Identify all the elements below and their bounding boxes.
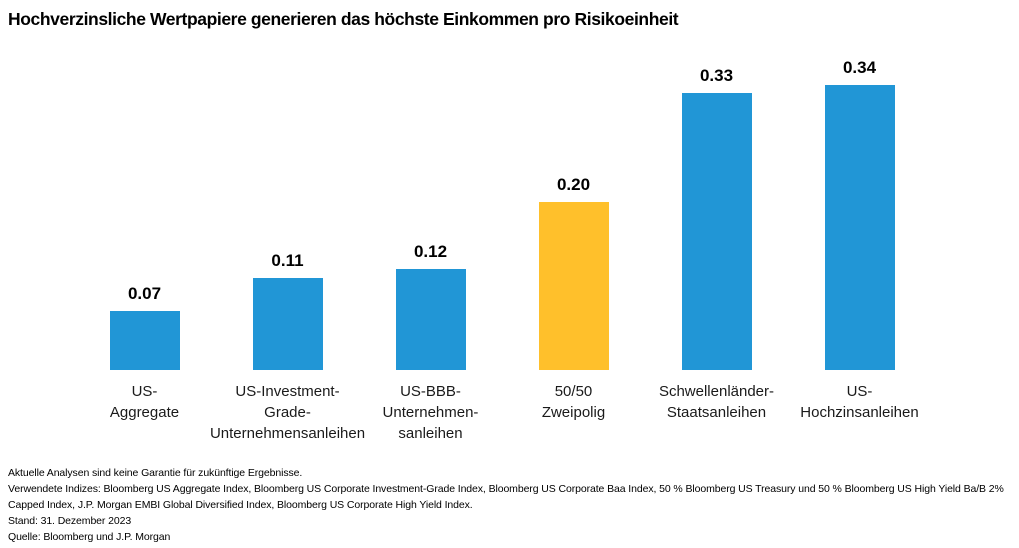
bar-1 bbox=[252, 278, 323, 370]
category-label-line: Zweipolig bbox=[541, 404, 606, 421]
category-label-line: Aggregate bbox=[109, 404, 180, 421]
category-label-line: Unternehmen- bbox=[382, 404, 479, 421]
bar-3 bbox=[538, 202, 609, 370]
bar-column-0: 0.07 bbox=[73, 45, 216, 370]
chart-title: Hochverzinsliche Wertpapiere generieren … bbox=[8, 9, 679, 29]
category-labels-row: US- Aggregate US-Investment- Grade- Unterneh… bbox=[73, 381, 931, 444]
category-label-line: 50/50 bbox=[554, 383, 593, 400]
bar-value-label-2: 0.12 bbox=[413, 242, 448, 261]
category-label-line: Grade- bbox=[264, 404, 311, 421]
bar-2 bbox=[395, 269, 466, 370]
category-label-5: US- Hochzinsanleihen bbox=[788, 381, 931, 423]
category-label-2: US-BBB- Unternehmen-sanleihen bbox=[359, 381, 502, 444]
bar-4 bbox=[681, 93, 752, 370]
category-label-line: Staatsanleihen bbox=[666, 404, 767, 421]
category-label-line: US-Investment- bbox=[235, 383, 340, 400]
category-label-line: sanleihen bbox=[398, 425, 463, 442]
category-label-line: Unternehmensanleihen bbox=[209, 425, 366, 442]
bar-value-label-3: 0.20 bbox=[556, 175, 591, 194]
category-label-4: Schwellenländer- Staatsanleihen bbox=[645, 381, 788, 423]
bar-column-5: 0.34 bbox=[788, 45, 931, 370]
category-label-line: Hochzinsanleihen bbox=[800, 404, 919, 421]
category-label-1: US-Investment- Grade- Unternehmensanleihen bbox=[210, 381, 365, 444]
bar-value-label-5: 0.34 bbox=[842, 58, 877, 77]
category-label-line: US-BBB- bbox=[400, 383, 461, 400]
bar-value-label-0: 0.07 bbox=[127, 284, 162, 303]
bar-column-2: 0.12 bbox=[359, 45, 502, 370]
category-label-line: US- bbox=[846, 383, 873, 400]
bar-value-label-4: 0.33 bbox=[699, 66, 734, 85]
category-label-line: US- bbox=[131, 383, 158, 400]
footnote-as-of-date: Stand: 31. Dezember 2023 bbox=[8, 515, 132, 527]
footnote-source: Quelle: Bloomberg und J.P. Morgan bbox=[8, 531, 171, 543]
footnote-indices: Verwendete Indizes: Bloomberg US Aggrega… bbox=[8, 483, 1004, 511]
bar-value-label-1: 0.11 bbox=[271, 251, 304, 270]
category-label-3: 50/50 Zweipolig bbox=[502, 381, 645, 423]
category-label-0: US- Aggregate bbox=[73, 381, 216, 423]
bar-0 bbox=[109, 311, 180, 370]
bar-5 bbox=[824, 85, 895, 370]
bar-column-4: 0.33 bbox=[645, 45, 788, 370]
footnote-disclaimer: Aktuelle Analysen sind keine Garantie fü… bbox=[8, 467, 303, 479]
category-label-line: Schwellenländer- bbox=[658, 383, 775, 400]
chart-footnotes: Aktuelle Analysen sind keine Garantie fü… bbox=[8, 465, 1013, 545]
bar-column-3: 0.20 bbox=[502, 45, 645, 370]
bars-row: 0.07 0.11 0.12 0.20 0.33 0.34 bbox=[73, 45, 931, 370]
bar-column-1: 0.11 bbox=[216, 45, 359, 370]
